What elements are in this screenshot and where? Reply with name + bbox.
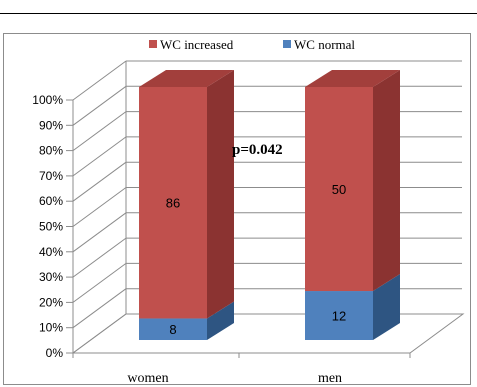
x-tick-label-men: men xyxy=(318,371,342,386)
label-layer: 0% 10% 20% 30% 40% 50% 60% 70% 80% 90% 100% 8 86 12 50 xyxy=(32,93,346,360)
bar-men-wc-normal xyxy=(305,291,373,340)
bar-top-men xyxy=(305,70,400,87)
bar-women-wc-increased xyxy=(139,87,207,319)
gridline-side-3 xyxy=(72,237,127,278)
bar-side-women-wc-increased xyxy=(207,70,234,319)
gridline-side-8 xyxy=(72,111,127,152)
data-label-men-wc-normal: 12 xyxy=(332,309,346,324)
legend-label-wc-normal: WC normal xyxy=(294,37,355,52)
x-tick-label-women: women xyxy=(127,371,168,386)
bar-side-men-wc-normal xyxy=(373,274,400,340)
bar-side-women-wc-normal xyxy=(207,301,234,340)
y-tick-label: 60% xyxy=(39,194,63,208)
bar-top-women xyxy=(139,70,234,87)
legend-label-wc-increased: WC increased xyxy=(160,37,234,52)
data-label-women-wc-normal: 8 xyxy=(169,322,176,337)
p-value-annotation: p=0.042 xyxy=(232,142,283,158)
gridline-side-4 xyxy=(72,212,127,253)
y-tick-label: 100% xyxy=(32,93,63,107)
gridline-side-7 xyxy=(72,136,127,177)
gridline-side-2 xyxy=(72,262,127,303)
gridline-side-5 xyxy=(72,187,127,227)
y-tick-label: 70% xyxy=(39,169,63,183)
legend-swatch-wc-normal xyxy=(283,40,291,48)
y-tick-label: 80% xyxy=(39,144,63,158)
grid-layer xyxy=(71,60,465,354)
floor-plane xyxy=(71,313,465,354)
data-label-men-wc-increased: 50 xyxy=(332,182,346,197)
legend: WC increased WC normal xyxy=(149,37,355,52)
y-tick-label: 90% xyxy=(39,118,63,132)
y-tick-label: 0% xyxy=(46,346,64,360)
legend-swatch-wc-increased xyxy=(149,40,157,48)
data-label-women-wc-increased: 86 xyxy=(166,196,180,211)
y-tick-label: 30% xyxy=(39,270,63,284)
page-top-rule xyxy=(0,13,477,14)
gridline-side-6 xyxy=(72,161,127,202)
axis-layer xyxy=(66,99,411,358)
gridline-side-9 xyxy=(72,85,127,126)
y-tick-label: 40% xyxy=(39,245,63,259)
y-tick-label: 20% xyxy=(39,295,63,309)
gridline-side-10 xyxy=(72,60,127,101)
bar-layer xyxy=(139,70,400,340)
bar-side-men-wc-increased xyxy=(373,70,400,292)
gridline-side-1 xyxy=(72,288,127,329)
y-tick-label: 10% xyxy=(39,321,63,335)
y-tick-label: 50% xyxy=(39,220,63,234)
bar-men-wc-increased xyxy=(305,87,373,292)
bar-women-wc-normal xyxy=(139,318,207,340)
